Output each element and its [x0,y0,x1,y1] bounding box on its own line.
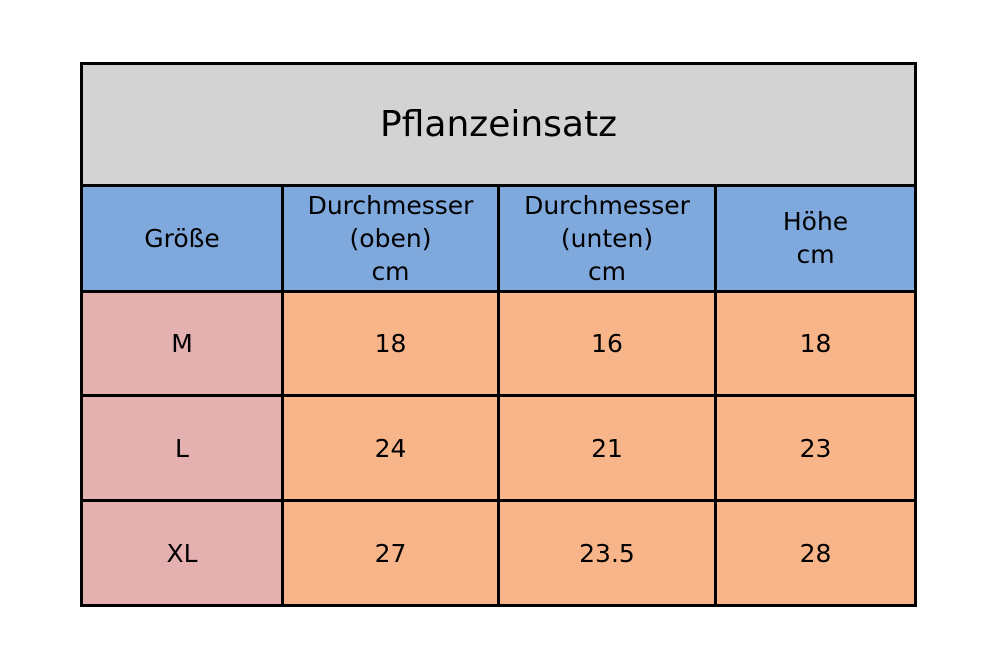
header-line: cm [796,240,835,270]
header-line: cm [587,256,627,286]
column-header-groesse: Größe [80,183,284,293]
value-cell: 23 [713,394,918,503]
table-title: Pflanzeinsatz [79,62,918,187]
header-line: (unten) [560,223,654,253]
value-cell: 27 [281,499,500,607]
value-cell: 28 [713,499,918,607]
value-cell: 16 [497,289,717,398]
header-line: cm [371,256,410,286]
header-line: Größe [144,223,220,253]
value-cell: 18 [713,289,918,398]
header-line: Höhe [782,207,849,237]
size-table: Pflanzeinsatz Größe Durchmesser (oben) c… [79,62,918,607]
column-header-durchmesser-unten: Durchmesser (unten) cm [497,183,717,293]
value-cell: 23.5 [497,499,717,607]
header-line: (oben) [349,223,432,253]
header-line: Durchmesser [524,190,690,220]
size-cell: XL [80,499,284,607]
table-row: L 24 21 23 [80,394,918,503]
value-cell: 24 [281,394,500,503]
column-header-durchmesser-oben: Durchmesser (oben) cm [281,183,500,293]
size-cell: L [80,394,284,503]
column-header-hoehe: Höhe cm [713,183,918,293]
header-row: Größe Durchmesser (oben) cm Durchmesser … [80,183,918,293]
table-row: M 18 16 18 [80,289,918,398]
table-row: XL 27 23.5 28 [80,499,918,607]
title-row: Pflanzeinsatz [79,62,918,187]
value-cell: 18 [281,289,500,398]
size-cell: M [80,289,284,398]
header-line: Durchmesser [307,190,474,220]
value-cell: 21 [497,394,717,503]
